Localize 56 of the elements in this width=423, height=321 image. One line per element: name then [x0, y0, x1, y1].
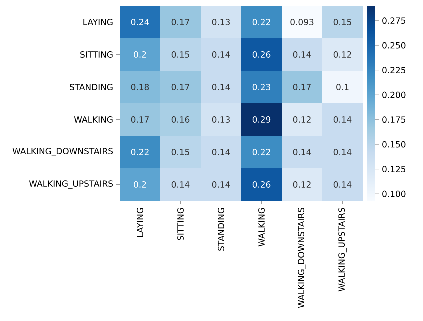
- data-label: 0.14: [212, 52, 230, 58]
- data-label: 0.14: [293, 149, 312, 156]
- data-label: 0.18: [131, 84, 150, 90]
- y-tick-label: WALKING: [74, 116, 113, 123]
- color-bar-label: 0.100: [382, 190, 406, 198]
- data-label: 0.14: [334, 149, 352, 156]
- x-tick-label: SITTING: [178, 208, 184, 240]
- color-bar-label: 0.175: [382, 116, 406, 124]
- y-tick-label: WALKING_UPSTAIRS: [29, 180, 114, 189]
- color-bar-label: 0.225: [382, 67, 406, 74]
- data-label: 0.12: [334, 52, 352, 58]
- data-label: 0.15: [172, 149, 190, 156]
- data-label: 0.22: [131, 149, 149, 156]
- data-label: 0.26: [252, 182, 271, 188]
- color-bar-label: 0.150: [382, 141, 406, 148]
- data-label: 0.14: [293, 52, 312, 58]
- data-label: 0.26: [252, 52, 271, 58]
- data-label: 0.17: [293, 84, 311, 90]
- color-bar-label: 0.275: [382, 18, 406, 24]
- data-label: 0.29: [252, 116, 271, 123]
- data-label: 0.23: [252, 84, 270, 90]
- data-label: 0.24: [131, 19, 150, 26]
- x-tick-label: WALKING: [258, 208, 265, 247]
- data-label: 0.13: [212, 116, 230, 123]
- x-tick-label: LAYING: [137, 208, 144, 238]
- y-tick-label: LAYING: [84, 19, 113, 26]
- data-label: 0.15: [334, 19, 352, 26]
- y-tick-label: WALKING_DOWNSTAIRS: [12, 148, 114, 156]
- data-label: 0.14: [212, 182, 230, 188]
- data-label: 0.14: [334, 116, 352, 123]
- y-tick-label: STANDING: [70, 84, 113, 90]
- data-label: 0.14: [334, 182, 352, 188]
- data-label: 0.2: [134, 52, 146, 58]
- data-label: 0.14: [172, 182, 190, 188]
- data-label: 0.2: [134, 182, 146, 188]
- x-tick-label: WALKING_UPSTAIRS: [338, 208, 347, 292]
- data-label: 0.13: [212, 19, 230, 26]
- data-label: 0.22: [252, 149, 270, 156]
- color-bar-label: 0.250: [382, 42, 406, 49]
- data-label: 0.12: [293, 116, 311, 123]
- data-label: 0.17: [172, 84, 190, 90]
- data-label: 0.14: [212, 84, 230, 90]
- data-label: 0.17: [131, 116, 149, 123]
- data-label: 0.16: [172, 116, 190, 123]
- data-label: 0.15: [172, 52, 190, 58]
- data-label: 0.22: [252, 19, 270, 26]
- color-bar-label: 0.125: [382, 166, 406, 173]
- data-label: 0.12: [293, 182, 311, 188]
- y-tick-label: SITTING: [80, 52, 113, 58]
- x-tick-label: STANDING: [218, 208, 224, 251]
- data-label: 0.14: [212, 149, 230, 156]
- x-tick-label: WALKING_DOWNSTAIRS: [298, 208, 306, 308]
- data-label: 0.17: [172, 19, 190, 26]
- data-label: 0.093: [290, 19, 314, 26]
- data-label: 0.1: [336, 84, 349, 90]
- color-bar-label: 0.200: [382, 92, 406, 98]
